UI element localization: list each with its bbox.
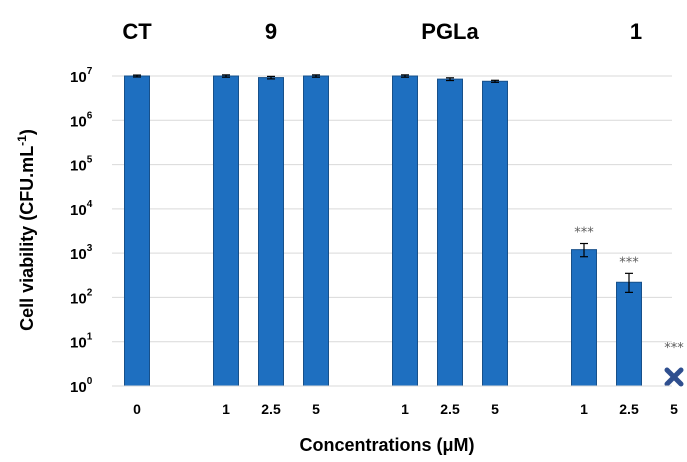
y-tick-base: 10 [70, 290, 87, 307]
y-axis-title: Cell viability (CFU.mL-1) [15, 129, 37, 331]
y-tick-label: 101 [70, 332, 93, 352]
y-tick-base: 10 [70, 335, 87, 352]
error-bars [133, 74, 633, 293]
bar [124, 75, 150, 387]
x-tick-label: 2.5 [261, 401, 281, 417]
bar [571, 249, 597, 387]
bar [258, 77, 284, 387]
y-tick-base: 10 [70, 158, 87, 175]
markers [664, 367, 684, 387]
group-label: 1 [630, 19, 642, 44]
y-axis-title-main: Cell viability (CFU.mL [17, 146, 37, 331]
bar [482, 80, 508, 387]
y-tick-label: 106 [70, 110, 93, 130]
x-marker-stroke-b [664, 367, 684, 387]
bar [437, 78, 463, 387]
bar-series [124, 75, 642, 387]
y-tick-exponent: 7 [87, 66, 93, 77]
x-tick-label: 0 [133, 401, 141, 417]
x-tick-label: 5 [670, 401, 678, 417]
y-tick-base: 10 [70, 69, 87, 86]
y-tick-base: 10 [70, 202, 87, 219]
y-tick-label: 104 [70, 199, 93, 219]
bar [616, 281, 642, 387]
x-tick-labels: 0 1 2.5 5 1 2.5 5 1 2.5 5 [133, 401, 678, 417]
y-tick-label: 102 [70, 287, 93, 307]
y-tick-exponent: 0 [87, 376, 93, 387]
significance-labels: *** *** *** [574, 226, 684, 356]
y-tick-exponent: 2 [87, 287, 93, 298]
group-label: CT [122, 19, 152, 44]
x-tick-label: 5 [312, 401, 320, 417]
y-tick-base: 10 [70, 246, 87, 263]
x-tick-label: 1 [222, 401, 230, 417]
x-tick-label: 1 [580, 401, 588, 417]
x-tick-label: 2.5 [440, 401, 460, 417]
significance-label: *** [574, 226, 594, 241]
group-labels: CT 9 PGLa 1 [122, 19, 642, 44]
y-tick-label: 105 [70, 155, 93, 175]
y-tick-label: 103 [70, 243, 93, 263]
group-label: 9 [265, 19, 277, 44]
y-tick-exponent: 5 [87, 155, 93, 166]
y-tick-exponent: 4 [87, 199, 93, 210]
y-tick-exponent: 1 [87, 332, 93, 343]
x-tick-label: 5 [491, 401, 499, 417]
y-tick-exponent: 3 [87, 243, 93, 254]
y-tick-base: 10 [70, 379, 87, 396]
bar [213, 75, 239, 387]
significance-label: *** [664, 341, 684, 356]
bar [303, 75, 329, 387]
group-label: PGLa [421, 19, 479, 44]
y-tick-label: 107 [70, 66, 93, 86]
x-axis-title: Concentrations (μM) [299, 435, 474, 455]
x-tick-label: 2.5 [619, 401, 639, 417]
significance-label: *** [619, 255, 639, 270]
y-tick-base: 10 [70, 113, 87, 130]
y-axis-title-close: ) [17, 129, 37, 135]
y-axis-title-superscript: -1 [15, 135, 29, 146]
y-tick-label: 100 [70, 376, 93, 396]
x-tick-label: 1 [401, 401, 409, 417]
bar [392, 75, 418, 387]
y-tick-exponent: 6 [87, 110, 93, 121]
